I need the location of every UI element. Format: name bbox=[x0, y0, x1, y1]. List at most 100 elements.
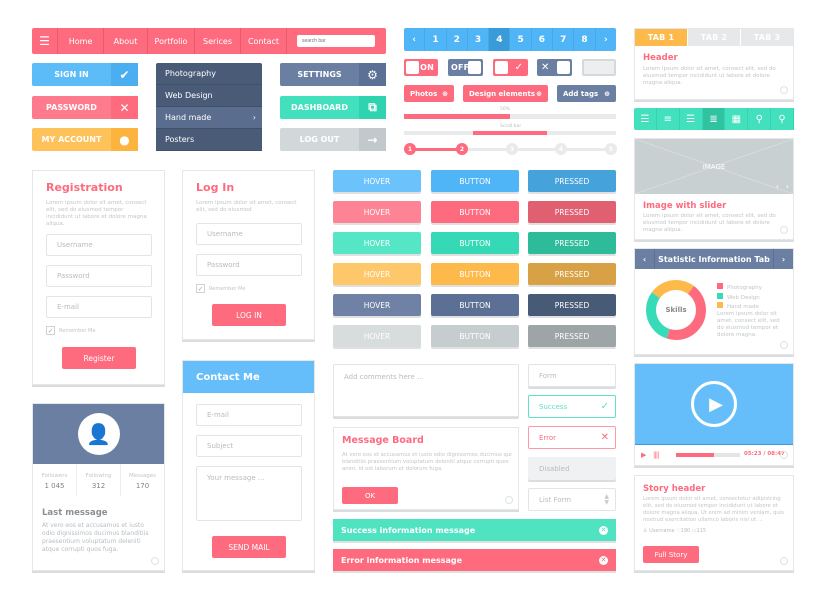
empty-toggle[interactable] bbox=[582, 59, 616, 76]
tag-design-elements[interactable]: Design elements ⊗ bbox=[463, 85, 548, 102]
volume-icon[interactable]: |||| bbox=[653, 451, 660, 459]
dropdown-item-posters[interactable]: Posters bbox=[156, 129, 262, 151]
hover-button-row-6[interactable]: HOVER bbox=[333, 325, 421, 347]
settings-button[interactable]: SETTINGS ⚙ bbox=[280, 63, 386, 86]
username-input[interactable]: Username bbox=[46, 234, 152, 256]
zoom-in-icon[interactable]: ⚲ bbox=[748, 108, 772, 130]
password-button[interactable]: PASSWORD ✕ bbox=[32, 96, 138, 119]
close-icon[interactable]: ✕ bbox=[599, 525, 608, 535]
add-tags-button[interactable]: Add tags ⊕ bbox=[557, 85, 616, 102]
dashboard-button[interactable]: DASHBOARD ⧉ bbox=[280, 96, 386, 119]
remove-icon[interactable]: ⊗ bbox=[536, 89, 542, 98]
gear-icon[interactable] bbox=[780, 557, 788, 565]
step-4[interactable]: 4 bbox=[555, 143, 567, 155]
hover-button-row-2[interactable]: HOVER bbox=[333, 201, 421, 223]
form-input[interactable]: Form bbox=[528, 364, 616, 387]
button-button-row-3[interactable]: BUTTON bbox=[431, 232, 519, 254]
stat-prev-button[interactable]: ‹ bbox=[635, 249, 655, 269]
scrollbar-thumb[interactable] bbox=[473, 131, 547, 135]
hover-button-row-5[interactable]: HOVER bbox=[333, 294, 421, 316]
hover-button-row-4[interactable]: HOVER bbox=[333, 263, 421, 285]
ok-button[interactable]: OK bbox=[342, 487, 398, 504]
comment-icon[interactable]: ▭ bbox=[691, 528, 697, 534]
grid-icon[interactable]: ▦ bbox=[725, 108, 749, 130]
page-2[interactable]: 2 bbox=[447, 28, 468, 51]
subject-input[interactable]: Subject bbox=[196, 435, 302, 457]
align-center-icon[interactable]: ≡ bbox=[657, 108, 680, 130]
nav-services[interactable]: Serices bbox=[195, 28, 241, 54]
nav-about[interactable]: About bbox=[104, 28, 148, 54]
heart-icon[interactable]: ♡ bbox=[676, 528, 681, 534]
pressed-button-row-5[interactable]: PRESSED bbox=[528, 294, 616, 316]
page-3[interactable]: 3 bbox=[468, 28, 490, 51]
email-input[interactable]: E-mail bbox=[196, 404, 302, 426]
gear-icon[interactable] bbox=[780, 86, 788, 94]
play-button[interactable]: ▶ bbox=[691, 381, 737, 427]
gear-icon[interactable] bbox=[780, 226, 788, 234]
register-button[interactable]: Register bbox=[62, 347, 136, 369]
step-1[interactable]: 1 bbox=[404, 143, 416, 155]
tag-photos[interactable]: Photos ⊗ bbox=[404, 85, 454, 102]
page-1[interactable]: 1 bbox=[425, 28, 447, 51]
login-button[interactable]: LOG IN bbox=[212, 304, 286, 326]
checkbox-unchecked[interactable]: ✕ bbox=[537, 59, 572, 76]
gear-icon[interactable] bbox=[780, 451, 788, 459]
dropdown-item-web-design[interactable]: Web Design bbox=[156, 85, 262, 107]
toggle-on[interactable]: ON bbox=[404, 59, 438, 76]
step-5[interactable]: 5 bbox=[605, 143, 617, 155]
pressed-button-row-4[interactable]: PRESSED bbox=[528, 263, 616, 285]
password-input[interactable]: Password bbox=[46, 265, 152, 287]
message-textarea[interactable]: Your message ... bbox=[196, 466, 302, 521]
page-6[interactable]: 6 bbox=[532, 28, 554, 51]
pressed-button-row-6[interactable]: PRESSED bbox=[528, 325, 616, 347]
pressed-button-row-1[interactable]: PRESSED bbox=[528, 170, 616, 192]
send-mail-button[interactable]: SEND MAIL bbox=[212, 536, 286, 558]
gear-icon[interactable] bbox=[505, 496, 513, 504]
button-button-row-6[interactable]: BUTTON bbox=[431, 325, 519, 347]
hamburger-icon[interactable]: ☰ bbox=[32, 28, 58, 54]
remember-me-checkbox[interactable]: ✓ bbox=[46, 326, 55, 335]
comments-textarea[interactable]: Add comments here ... bbox=[333, 364, 519, 417]
email-input[interactable]: E-mail bbox=[46, 296, 152, 318]
tab-2[interactable]: TAB 2 bbox=[687, 29, 740, 46]
page-8[interactable]: 8 bbox=[574, 28, 596, 51]
nav-portfolio[interactable]: Portfolio bbox=[148, 28, 195, 54]
success-input[interactable]: Success ✓ bbox=[528, 395, 616, 418]
my-account-button[interactable]: MY ACCOUNT ● bbox=[32, 128, 138, 151]
page-4-active[interactable]: 4 bbox=[489, 28, 511, 51]
spinner-arrows-icon[interactable]: ▲ ▼ bbox=[604, 492, 609, 506]
scrollbar[interactable] bbox=[404, 131, 616, 135]
hover-button-row-3[interactable]: HOVER bbox=[333, 232, 421, 254]
button-button-row-1[interactable]: BUTTON bbox=[431, 170, 519, 192]
stat-next-button[interactable]: › bbox=[773, 249, 793, 269]
video-progress[interactable] bbox=[676, 453, 740, 457]
page-7[interactable]: 7 bbox=[553, 28, 575, 51]
slider-prev-icon[interactable]: ‹ bbox=[775, 182, 779, 191]
align-right-icon[interactable]: ≣ bbox=[702, 108, 726, 130]
list-form-select[interactable]: List Form ▲ ▼ bbox=[528, 488, 616, 511]
search-input[interactable] bbox=[297, 35, 375, 47]
page-5[interactable]: 5 bbox=[510, 28, 532, 51]
align-justify-icon[interactable]: ☰ bbox=[680, 108, 703, 130]
remember-me-checkbox[interactable]: ✓ bbox=[196, 284, 205, 293]
log-out-button[interactable]: LOG OUT → bbox=[280, 128, 386, 151]
nav-home[interactable]: Home bbox=[58, 28, 104, 54]
play-icon[interactable]: ▶ bbox=[641, 451, 647, 459]
zoom-out-icon[interactable]: ⚲ bbox=[771, 108, 795, 130]
dropdown-item-photography[interactable]: Photography bbox=[156, 63, 262, 85]
tab-1[interactable]: TAB 1 bbox=[635, 29, 687, 46]
step-3[interactable]: 3 bbox=[506, 143, 518, 155]
remove-icon[interactable]: ⊗ bbox=[442, 89, 448, 98]
gear-icon[interactable] bbox=[151, 557, 159, 565]
nav-contact[interactable]: Contact bbox=[241, 28, 287, 54]
avatar[interactable]: 👤 bbox=[77, 413, 120, 455]
error-input[interactable]: Error ✕ bbox=[528, 426, 616, 449]
hover-button-row-1[interactable]: HOVER bbox=[333, 170, 421, 192]
button-button-row-2[interactable]: BUTTON bbox=[431, 201, 519, 223]
toggle-off[interactable]: OFF bbox=[448, 59, 483, 76]
username-input[interactable]: Username bbox=[196, 223, 302, 245]
prev-page-button[interactable]: ‹ bbox=[404, 28, 426, 51]
button-button-row-4[interactable]: BUTTON bbox=[431, 263, 519, 285]
password-input[interactable]: Password bbox=[196, 254, 302, 276]
align-left-icon[interactable]: ☰ bbox=[634, 108, 657, 130]
